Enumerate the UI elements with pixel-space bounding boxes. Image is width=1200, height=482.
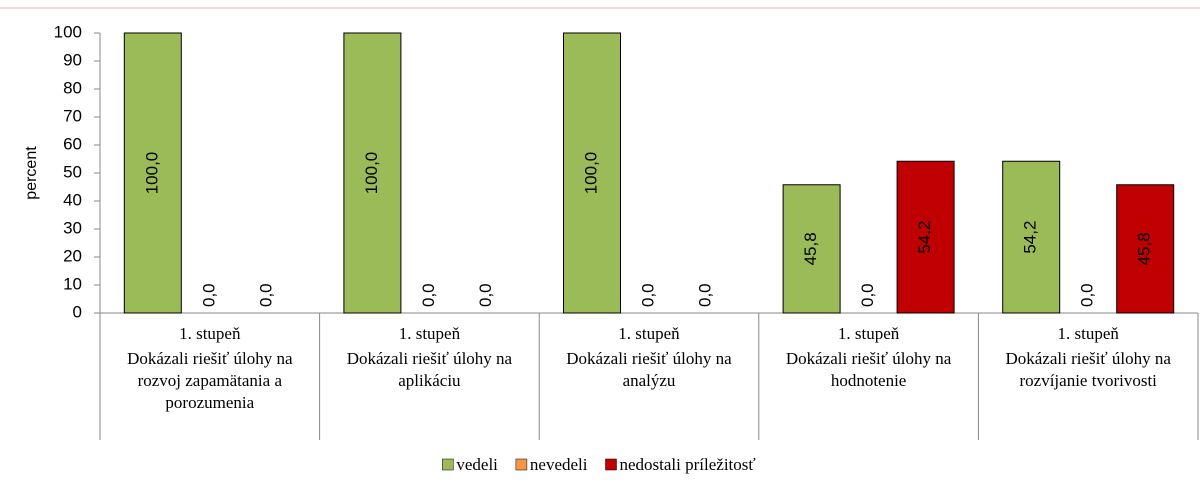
value-label: 45,8 <box>1135 232 1154 265</box>
x-tick-label: Dokázali riešiť úlohy na aplikáciu <box>347 349 513 390</box>
category-group-label: 1. stupeň <box>1058 324 1120 343</box>
category-group-label: 1. stupeň <box>838 324 900 343</box>
legend: vedeli nevedeli nedostali príležitosť <box>442 455 756 474</box>
value-label: 54,2 <box>915 221 934 254</box>
value-label: 0,0 <box>419 283 438 307</box>
bar <box>123 32 182 314</box>
bar <box>1116 184 1175 314</box>
legend-swatch <box>605 458 617 471</box>
value-label: 0,0 <box>1078 283 1097 307</box>
x-tick-label: Dokázali riešiť úlohy na analýzu <box>566 349 732 390</box>
legend-swatch <box>515 458 528 471</box>
bar <box>1002 160 1061 314</box>
value-label: 0,0 <box>199 283 218 307</box>
value-label: 100,0 <box>362 152 381 195</box>
bar <box>896 160 955 314</box>
value-label: 45,8 <box>801 232 820 265</box>
y-tick-label: 0 <box>73 302 82 321</box>
y-tick-label: 30 <box>63 218 82 237</box>
y-tick-label: 100 <box>54 22 82 41</box>
y-tick-label: 10 <box>63 274 82 293</box>
y-tick-label: 50 <box>63 162 82 181</box>
legend-swatch <box>442 458 454 471</box>
value-label: 54,2 <box>1021 221 1040 254</box>
value-label: 100,0 <box>142 152 161 195</box>
category-group-label: 1. stupeň <box>179 324 241 343</box>
x-tick-label: Dokázali riešiť úlohy na hodnotenie <box>786 349 952 390</box>
y-tick-label: 70 <box>63 106 82 125</box>
value-label: 0,0 <box>695 283 714 307</box>
value-label: 0,0 <box>256 283 275 307</box>
x-tick-label: Dokázali riešiť úlohy na rozvíjanie tvori… <box>1005 349 1171 390</box>
legend-label: vedeli <box>456 455 498 474</box>
category-group-label: 1. stupeň <box>618 324 680 343</box>
bar <box>563 32 621 314</box>
bar <box>782 184 841 314</box>
legend-label: nevedeli <box>530 455 588 474</box>
x-tick-label: Dokázali riešiť úlohy na rozvoj zapamätan… <box>127 349 293 412</box>
y-tick-label: 90 <box>63 50 82 69</box>
value-label: 0,0 <box>858 283 877 307</box>
y-tick-label: 20 <box>63 246 82 265</box>
y-tick-label: 80 <box>63 78 82 97</box>
category-group-label: 1. stupeň <box>399 324 461 343</box>
legend-label: nedostali príležitosť <box>619 455 755 474</box>
value-label: 100,0 <box>581 152 600 195</box>
y-tick-label: 60 <box>63 134 82 153</box>
value-label: 0,0 <box>638 283 657 307</box>
y-axis-label: percent <box>23 146 40 200</box>
value-label: 0,0 <box>476 283 495 307</box>
bar <box>343 32 402 314</box>
y-tick-label: 40 <box>63 190 82 209</box>
